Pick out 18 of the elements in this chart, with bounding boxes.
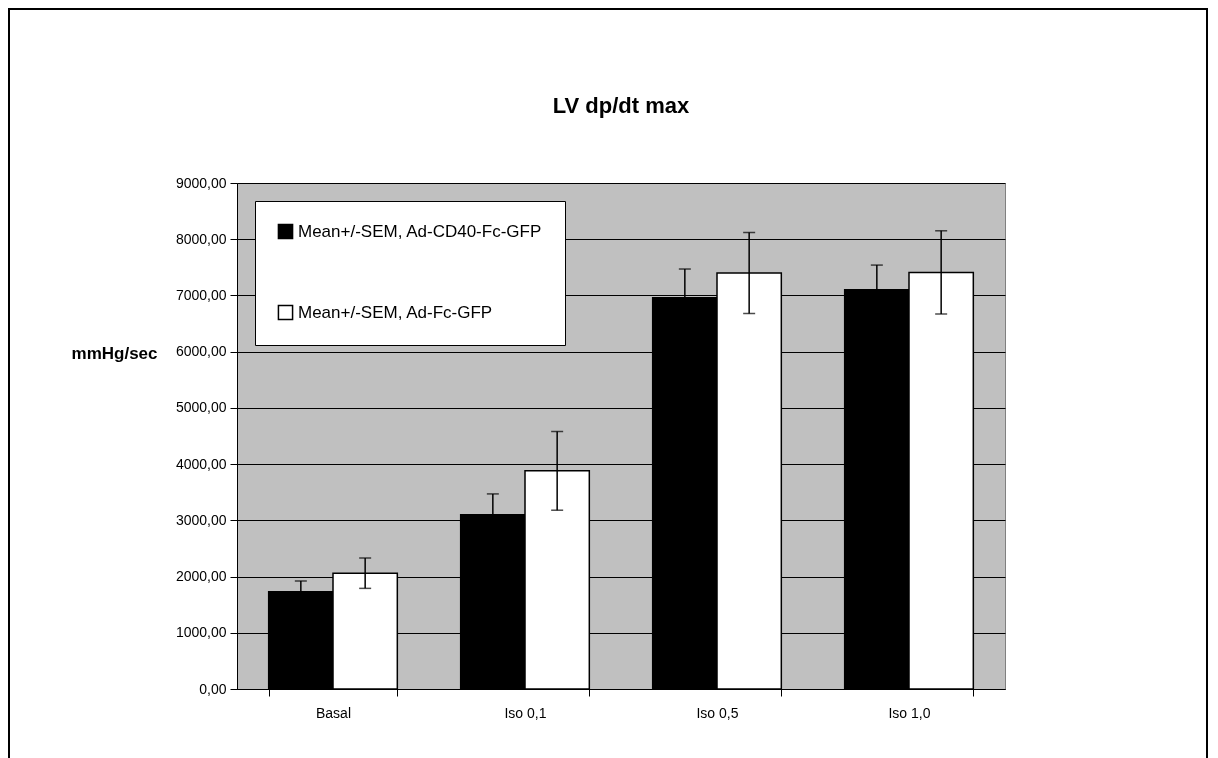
- y-tick-label: 0,00: [199, 680, 227, 697]
- x-tick-label: Iso 0,1: [504, 704, 547, 721]
- y-tick-label: 2000,00: [175, 568, 227, 585]
- legend-label: Mean+/-SEM, Ad-CD40-Fc-GFP: [298, 221, 542, 241]
- y-tick-label: 3000,00: [175, 511, 227, 528]
- chart-title: LV dp/dt max: [552, 93, 690, 118]
- y-tick-label: 7000,00: [175, 286, 227, 303]
- y-tick-label: 9000,00: [175, 174, 227, 191]
- y-axis-title: mmHg/sec: [71, 343, 158, 363]
- x-tick-label: Basal: [315, 704, 352, 721]
- y-tick-label: 1000,00: [175, 624, 227, 641]
- y-tick-label: 4000,00: [175, 455, 227, 472]
- legend-label: Mean+/-SEM, Ad-Fc-GFP: [298, 302, 493, 322]
- x-tick-label: Iso 1,0: [888, 704, 931, 721]
- x-tick-label: Iso 0,5: [696, 704, 739, 721]
- y-tick-label: 6000,00: [175, 343, 227, 360]
- y-tick-label: 8000,00: [175, 230, 227, 247]
- y-tick-label: 5000,00: [175, 399, 227, 416]
